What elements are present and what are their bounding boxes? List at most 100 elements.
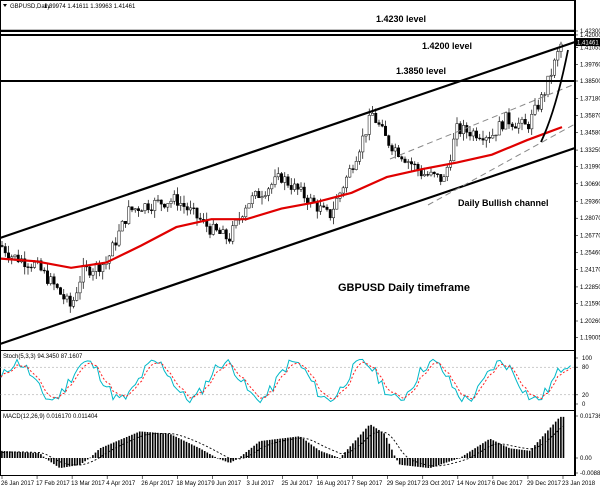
macd-bar <box>495 441 497 458</box>
candle-body <box>120 221 124 232</box>
candle <box>228 233 231 244</box>
macd-bar <box>521 449 523 458</box>
candle-body <box>462 125 465 135</box>
candle <box>293 178 296 192</box>
macd-axis: 0.017361 0.00 -0.008851 <box>575 414 600 477</box>
macd-bar <box>86 458 89 460</box>
candle-body <box>549 74 553 77</box>
macd-bar <box>97 450 99 458</box>
candle <box>137 206 140 217</box>
candle-body <box>530 113 534 130</box>
macd-bar <box>118 440 120 458</box>
date-axis: 26 Jan 2017 17 Feb 2017 13 Mar 2017 4 Apr 2… <box>1 476 596 487</box>
date-tick-label: 16 Aug 2017 <box>317 481 351 487</box>
candle-body <box>117 230 121 246</box>
candle-body <box>283 176 287 183</box>
candle <box>75 287 79 302</box>
collapse-icon[interactable] <box>3 4 7 7</box>
macd-bar <box>120 439 123 458</box>
macd-bar <box>250 447 253 458</box>
date-tick-label: 26 Apr 2017 <box>141 481 174 487</box>
macd-bar <box>419 458 422 468</box>
candle-body <box>471 130 475 137</box>
macd-bar <box>443 458 445 464</box>
macd-bar <box>164 433 167 458</box>
candle <box>510 122 514 131</box>
candle-body <box>393 147 397 152</box>
candle <box>426 171 430 177</box>
candle <box>384 120 387 136</box>
macd-bar <box>313 446 315 458</box>
candle <box>328 209 332 221</box>
macd-bar <box>484 441 487 458</box>
candle <box>546 75 550 98</box>
candle-body <box>263 195 267 197</box>
macd-bar <box>34 452 37 458</box>
macd-tick-label: 0.017361 <box>580 414 600 420</box>
candle <box>81 257 85 289</box>
candle <box>267 187 270 202</box>
date-tick-label: 6 Dec 2017 <box>492 481 523 487</box>
candle-body <box>23 258 27 268</box>
macd-bar <box>149 432 151 458</box>
candle <box>413 161 417 171</box>
macd-bar <box>544 433 547 458</box>
candle-body <box>501 121 504 130</box>
macd-bar <box>344 452 346 458</box>
macd-bar <box>167 433 170 458</box>
candle-body <box>3 246 7 254</box>
macd-bar <box>409 458 411 466</box>
macd-bar <box>138 431 141 458</box>
level-label-13850: 1.3850 level <box>396 66 446 76</box>
macd-bar <box>47 458 50 461</box>
macd-bar <box>549 427 552 458</box>
candle-body <box>465 125 469 133</box>
macd-bar <box>258 441 261 458</box>
candle-body <box>55 283 59 288</box>
candle <box>146 199 150 214</box>
macd-bar <box>245 452 248 458</box>
candle <box>559 41 563 58</box>
candle-body <box>267 188 270 196</box>
date-tick-label: 18 May 2017 <box>176 481 211 487</box>
candle <box>289 178 293 195</box>
candle <box>406 159 410 169</box>
candle-body <box>13 254 17 258</box>
macd-bar <box>432 458 435 467</box>
candle-body <box>354 161 358 170</box>
candle-body <box>234 219 238 226</box>
candle <box>150 203 153 215</box>
channel-lower-line <box>0 146 576 346</box>
macd-bar <box>500 444 502 458</box>
candle <box>130 206 134 213</box>
macd-bar <box>388 443 391 458</box>
candle-body <box>325 206 329 210</box>
candle-body <box>374 113 378 123</box>
candle <box>468 126 472 141</box>
candle <box>504 112 508 130</box>
candle-body <box>127 206 131 224</box>
candle <box>458 121 462 137</box>
moving-average-line <box>0 126 563 269</box>
candle-body <box>192 207 196 209</box>
candle <box>377 119 381 127</box>
candle-body <box>458 123 462 135</box>
macd-bar <box>427 458 430 468</box>
macd-bar <box>102 446 105 458</box>
current-price-label: 1.41461 <box>577 40 599 46</box>
macd-bar <box>81 458 84 464</box>
candle-body <box>276 173 280 178</box>
price-tick-label: 1.19005 <box>580 336 600 342</box>
candle-body <box>221 229 225 234</box>
candle-body <box>156 199 160 202</box>
candle-body <box>553 59 556 76</box>
macd-bar <box>162 433 164 458</box>
macd-bar <box>302 438 305 458</box>
candle-body <box>65 295 69 300</box>
macd-bar <box>294 436 297 458</box>
macd-bar <box>89 457 92 459</box>
candle <box>117 224 121 247</box>
candle-body <box>59 287 62 295</box>
candle <box>280 171 283 184</box>
